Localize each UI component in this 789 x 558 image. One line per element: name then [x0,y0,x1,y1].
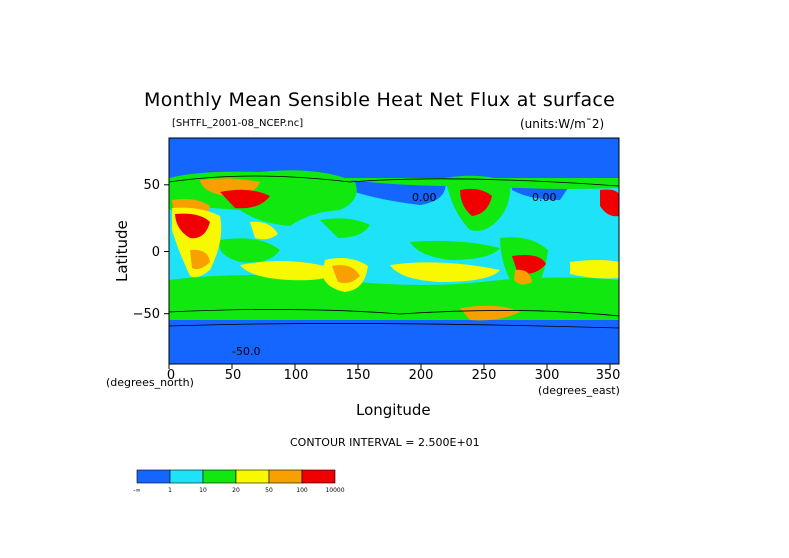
colorbar-tick-label: 1 [168,487,172,494]
y-tick-label-0: 0 [152,245,160,260]
map-field [169,138,619,364]
x-tick-label-50: 50 [225,368,242,380]
colorbar-tick-label: 10000 [325,487,344,494]
sahara-max [175,213,210,239]
colorbar: -∞ 1 10 20 50 100 10000 [133,469,345,494]
x-axis-units: (degrees_east) [538,384,620,397]
colorbar-cell [202,469,237,484]
contour-interval: CONTOUR INTERVAL = 2.500E+01 [290,436,480,449]
south-pacific-yellow [390,262,500,282]
colorbar-tick-label: -∞ [133,487,140,494]
chart-title: Monthly Mean Sensible Heat Net Flux at s… [144,89,616,111]
file-label: [SHTFL_2001-08_NCEP.nc] [172,118,304,129]
contour-line-north [169,175,619,187]
y-tick-label-50: 50 [143,178,160,193]
flux-map: 0.00 0.00 -50.0 50 0 −50 0 50 100 150 20… [133,137,621,380]
europe-edge-max [600,189,619,217]
colorbar-tick-label: 50 [265,487,273,494]
colorbar-cell [235,469,270,484]
south-america-hot [514,269,532,285]
x-tick-label-250: 250 [472,368,497,380]
contour-line-south [169,309,619,317]
units-label: (units:W/m¯2) [520,117,605,131]
antarctic-orange [460,305,520,321]
contour-label-2: 0.00 [532,191,557,204]
contour-line-antarctic [169,323,619,329]
x-tick-label-150: 150 [346,368,371,380]
north-pacific-region [340,166,446,205]
colorbar-cell [268,469,303,484]
contour-label-1: 0.00 [412,191,437,204]
y-tick-label-minus-50: −50 [133,307,160,322]
colorbar-labels: -∞ 1 10 20 50 100 10000 [133,487,344,494]
colorbar-tick-label: 100 [296,487,308,494]
south-atlantic-yellow [570,260,619,279]
x-axis-title: Longitude [356,401,431,419]
colorbar-tick-label: 20 [232,487,240,494]
central-asia-max [220,189,270,209]
colorbar-cells [136,469,336,484]
south-africa-hot [190,249,210,270]
north-america-max [460,188,492,216]
x-ticks [168,364,611,369]
south-america-max [512,255,546,275]
y-axis-units: (degrees_north) [106,376,194,389]
india-land [250,221,278,240]
australia-interior [332,265,360,284]
south-indian-yellow [240,261,340,281]
east-pacific-green [410,240,500,260]
contour-label-3: -50.0 [232,345,260,358]
x-tick-label-300: 300 [535,368,560,380]
indian-ocean-green [219,238,280,263]
colorbar-tick-label: 10 [199,487,207,494]
x-tick-label-200: 200 [409,368,434,380]
colorbar-cell [136,469,171,484]
colorbar-cell [169,469,204,484]
y-axis-title: Latitude [113,220,131,282]
antarctic-band [169,320,619,364]
x-tick-label-0: 0 [167,368,175,380]
x-tick-label-100: 100 [284,368,309,380]
x-tick-label-350: 350 [596,368,621,380]
west-pacific-green [320,218,370,238]
colorbar-cell [301,469,336,484]
